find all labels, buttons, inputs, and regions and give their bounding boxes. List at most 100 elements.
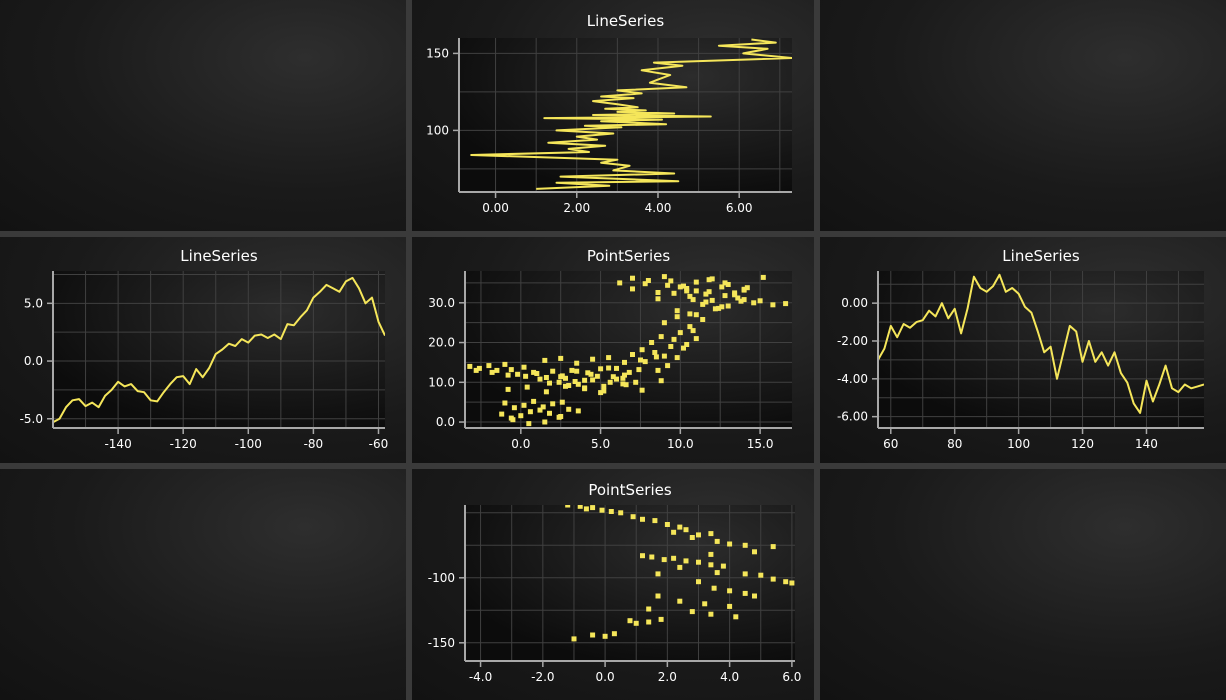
data-point	[744, 285, 750, 291]
data-point	[655, 367, 661, 373]
y-tick-label: 150	[426, 46, 449, 60]
data-point	[508, 367, 514, 373]
data-point	[574, 368, 580, 374]
y-tick-label: 0.0	[24, 354, 43, 368]
data-point	[752, 593, 757, 599]
data-point	[658, 334, 664, 340]
chart-title: PointSeries	[588, 481, 672, 499]
data-point	[665, 282, 671, 288]
data-point	[550, 401, 556, 407]
x-tick-label: 0.00	[482, 201, 509, 215]
x-tick-label: 4.00	[645, 201, 672, 215]
data-point	[565, 505, 571, 508]
data-point	[677, 524, 683, 530]
data-point	[558, 374, 564, 380]
data-point	[789, 580, 795, 586]
data-point	[751, 300, 757, 306]
x-tick-label: 60	[883, 437, 898, 451]
data-point	[693, 279, 699, 285]
data-point	[689, 609, 695, 615]
data-point	[566, 383, 572, 388]
data-point	[719, 304, 725, 310]
data-point	[601, 388, 607, 394]
data-point	[547, 410, 552, 416]
gridlines	[465, 271, 792, 428]
data-point	[622, 372, 627, 378]
data-point	[727, 603, 733, 609]
y-tick-label: 100	[426, 123, 449, 137]
data-point	[505, 386, 511, 392]
data-point	[642, 281, 648, 287]
data-point	[661, 274, 667, 280]
data-point	[674, 314, 680, 320]
data-point	[640, 516, 645, 522]
data-point	[523, 373, 529, 379]
panel-top-center: LineSeries 0.00 2.00 4.00 6.00 100 150	[412, 0, 814, 231]
data-point	[511, 405, 517, 411]
x-tick-label: -2.0	[531, 670, 554, 684]
data-point	[655, 571, 661, 577]
data-point	[575, 408, 581, 414]
line-chart-right: LineSeries 60 80 100 120 140 -6.00 -4.00 -2.00 0.…	[837, 247, 1204, 451]
data-point	[646, 619, 652, 625]
y-tick-label: 20.0	[428, 336, 455, 350]
data-point	[683, 527, 689, 533]
data-point	[540, 404, 546, 410]
x-tick-label: -120	[170, 437, 197, 451]
data-point	[758, 572, 764, 578]
data-point	[677, 598, 683, 604]
data-point	[633, 379, 639, 385]
data-point	[706, 289, 712, 295]
series-data	[53, 276, 385, 424]
data-point	[582, 385, 588, 391]
data-point	[712, 306, 718, 312]
data-point	[687, 311, 693, 317]
data-point	[645, 278, 651, 283]
data-point	[476, 365, 482, 371]
data-point	[738, 298, 744, 304]
data-point	[671, 529, 677, 535]
plot-area	[465, 505, 795, 661]
data-point	[684, 342, 690, 347]
data-point	[690, 297, 696, 303]
panel-middle-left: LineSeries -140 -120 -100 -80 -60 -5.0 0.0 5.0	[0, 237, 406, 463]
data-point	[671, 336, 677, 342]
data-point	[486, 363, 492, 369]
data-point	[630, 352, 635, 357]
data-point	[642, 359, 648, 365]
x-tick-label: -60	[369, 437, 389, 451]
data-point	[719, 284, 725, 290]
data-point	[571, 636, 577, 642]
panel-middle-center: PointSeries 0.0 5.0 10.0 15.0 0.0 10.0 20.0 30.0	[412, 237, 814, 463]
data-point	[606, 355, 612, 361]
data-point	[696, 532, 701, 538]
data-point	[661, 320, 667, 326]
series-data	[467, 274, 789, 427]
data-point	[693, 288, 699, 294]
line-chart-top: LineSeries 0.00 2.00 4.00 6.00 100 150	[426, 12, 792, 215]
data-point	[696, 579, 701, 585]
data-point	[725, 303, 731, 309]
data-point	[684, 288, 690, 294]
data-point	[614, 376, 619, 382]
y-tick-label: -5.0	[20, 412, 43, 426]
data-point	[658, 616, 664, 622]
data-point	[577, 505, 583, 509]
y-tick-label: -4.00	[837, 372, 868, 386]
data-point	[709, 297, 715, 303]
data-point	[716, 305, 722, 311]
data-point	[674, 355, 680, 361]
data-point	[757, 298, 763, 304]
data-point	[727, 588, 733, 594]
scatter-chart-center: PointSeries 0.0 5.0 10.0 15.0 0.0 10.0 20.0 30.0	[428, 247, 792, 451]
data-point	[727, 541, 733, 547]
data-point	[574, 360, 580, 366]
y-tick-label: 30.0	[428, 296, 455, 310]
x-tick-label: 120	[1071, 437, 1094, 451]
data-point	[608, 509, 614, 514]
x-tick-label: -100	[235, 437, 262, 451]
data-point	[558, 355, 564, 361]
data-point	[627, 618, 633, 624]
data-point	[630, 275, 635, 281]
data-point	[489, 369, 495, 375]
